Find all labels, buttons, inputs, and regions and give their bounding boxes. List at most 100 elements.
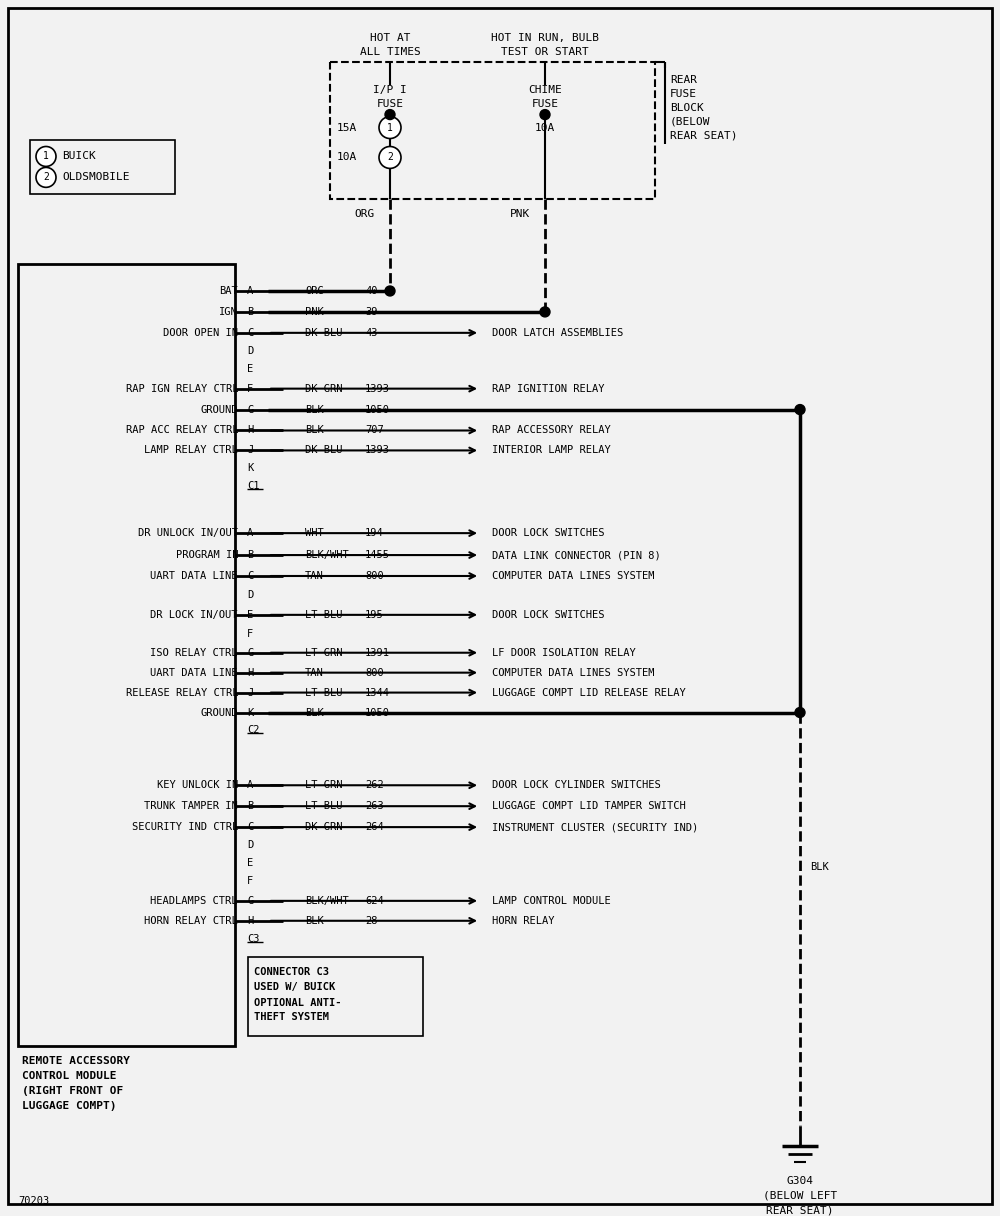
Text: 1050: 1050 (365, 405, 390, 415)
Text: LT GRN: LT GRN (305, 781, 342, 790)
Text: K: K (247, 708, 253, 717)
Text: 2: 2 (387, 152, 393, 163)
Text: DK BLU: DK BLU (305, 328, 342, 338)
Text: DOOR OPEN IN: DOOR OPEN IN (163, 328, 238, 338)
Text: REMOTE ACCESSORY: REMOTE ACCESSORY (22, 1057, 130, 1066)
Bar (18, 264, 235, 1046)
Text: DOOR LATCH ASSEMBLIES: DOOR LATCH ASSEMBLIES (492, 328, 623, 338)
Text: C3: C3 (247, 934, 260, 944)
Text: G: G (247, 896, 253, 906)
Text: 15A: 15A (337, 123, 357, 133)
Circle shape (385, 286, 395, 295)
Text: I/P I: I/P I (373, 85, 407, 95)
Text: 1393: 1393 (365, 383, 390, 394)
Text: HOT AT: HOT AT (370, 33, 410, 43)
Text: DK BLU: DK BLU (305, 445, 342, 456)
Text: UART DATA LINE: UART DATA LINE (150, 668, 238, 677)
Text: BLK/WHT: BLK/WHT (305, 896, 349, 906)
Text: INSTRUMENT CLUSTER (SECURITY IND): INSTRUMENT CLUSTER (SECURITY IND) (492, 822, 698, 832)
Text: BLK: BLK (305, 708, 324, 717)
Text: DATA LINK CONNECTOR (PIN 8): DATA LINK CONNECTOR (PIN 8) (492, 550, 661, 561)
Text: COMPUTER DATA LINES SYSTEM: COMPUTER DATA LINES SYSTEM (492, 572, 654, 581)
Text: TAN: TAN (305, 668, 324, 677)
Circle shape (385, 109, 395, 119)
Text: F: F (247, 876, 253, 886)
Text: 195: 195 (365, 610, 384, 620)
Text: D: D (247, 345, 253, 356)
Text: G304: G304 (786, 1176, 814, 1186)
Bar (30, 140, 175, 195)
Text: 1455: 1455 (365, 550, 390, 561)
Text: BLK: BLK (305, 916, 324, 925)
Text: E: E (247, 364, 253, 373)
Text: PNK: PNK (510, 209, 530, 219)
Text: H: H (247, 426, 253, 435)
Text: (RIGHT FRONT OF: (RIGHT FRONT OF (22, 1086, 123, 1096)
Text: (BELOW LEFT: (BELOW LEFT (763, 1190, 837, 1201)
Text: B: B (247, 550, 253, 561)
Text: C: C (247, 572, 253, 581)
Text: DOOR LOCK SWITCHES: DOOR LOCK SWITCHES (492, 528, 604, 539)
Text: 194: 194 (365, 528, 384, 539)
Text: 263: 263 (365, 801, 384, 811)
Circle shape (36, 168, 56, 187)
Text: C1: C1 (247, 482, 260, 491)
Text: RAP IGNITION RELAY: RAP IGNITION RELAY (492, 383, 604, 394)
Text: A: A (247, 528, 253, 539)
Text: (BELOW: (BELOW (670, 117, 710, 126)
Circle shape (540, 306, 550, 317)
Text: 1391: 1391 (365, 648, 390, 658)
Text: FUSE: FUSE (532, 98, 558, 108)
Text: B: B (247, 801, 253, 811)
Text: CONTROL MODULE: CONTROL MODULE (22, 1071, 116, 1081)
Text: WHT: WHT (305, 528, 324, 539)
Text: DK GRN: DK GRN (305, 822, 342, 832)
Text: G: G (247, 648, 253, 658)
Text: FUSE: FUSE (376, 98, 404, 108)
Text: 1050: 1050 (365, 708, 390, 717)
Text: REAR SEAT): REAR SEAT) (670, 130, 738, 141)
Text: H: H (247, 916, 253, 925)
Text: 70203: 70203 (18, 1195, 49, 1206)
Text: K: K (247, 463, 253, 473)
Circle shape (795, 708, 805, 717)
Text: KEY UNLOCK IN: KEY UNLOCK IN (157, 781, 238, 790)
Text: 262: 262 (365, 781, 384, 790)
Text: TEST OR START: TEST OR START (501, 47, 589, 57)
Circle shape (379, 117, 401, 139)
Text: BLK: BLK (305, 426, 324, 435)
Text: BUICK: BUICK (62, 152, 96, 162)
Text: PROGRAM IN: PROGRAM IN (176, 550, 238, 561)
Text: A: A (247, 286, 253, 295)
Text: DK GRN: DK GRN (305, 383, 342, 394)
Text: DOOR LOCK SWITCHES: DOOR LOCK SWITCHES (492, 610, 604, 620)
Text: 40: 40 (365, 286, 378, 295)
Text: C: C (247, 328, 253, 338)
Text: D: D (247, 590, 253, 599)
Text: BLK: BLK (810, 862, 829, 872)
Text: 1393: 1393 (365, 445, 390, 456)
Text: BLK: BLK (305, 405, 324, 415)
Text: DR UNLOCK IN/OUT: DR UNLOCK IN/OUT (138, 528, 238, 539)
Text: 1: 1 (43, 152, 49, 162)
Text: 1344: 1344 (365, 687, 390, 698)
Text: B: B (247, 306, 253, 317)
Text: F: F (247, 629, 253, 638)
Text: ORG: ORG (305, 286, 324, 295)
Text: REAR: REAR (670, 74, 697, 85)
Bar (248, 957, 423, 1036)
Text: D: D (247, 840, 253, 850)
Text: J: J (247, 687, 253, 698)
Text: 800: 800 (365, 572, 384, 581)
Text: RELEASE RELAY CTRL: RELEASE RELAY CTRL (126, 687, 238, 698)
Text: TRUNK TAMPER IN: TRUNK TAMPER IN (144, 801, 238, 811)
Text: PNK: PNK (305, 306, 324, 317)
Text: LT BLU: LT BLU (305, 687, 342, 698)
Text: USED W/ BUICK: USED W/ BUICK (254, 981, 335, 991)
Text: 2: 2 (43, 173, 49, 182)
Bar (330, 62, 655, 199)
Text: UART DATA LINE: UART DATA LINE (150, 572, 238, 581)
Text: DOOR LOCK CYLINDER SWITCHES: DOOR LOCK CYLINDER SWITCHES (492, 781, 661, 790)
Text: GROUND: GROUND (200, 708, 238, 717)
Text: E: E (247, 610, 253, 620)
